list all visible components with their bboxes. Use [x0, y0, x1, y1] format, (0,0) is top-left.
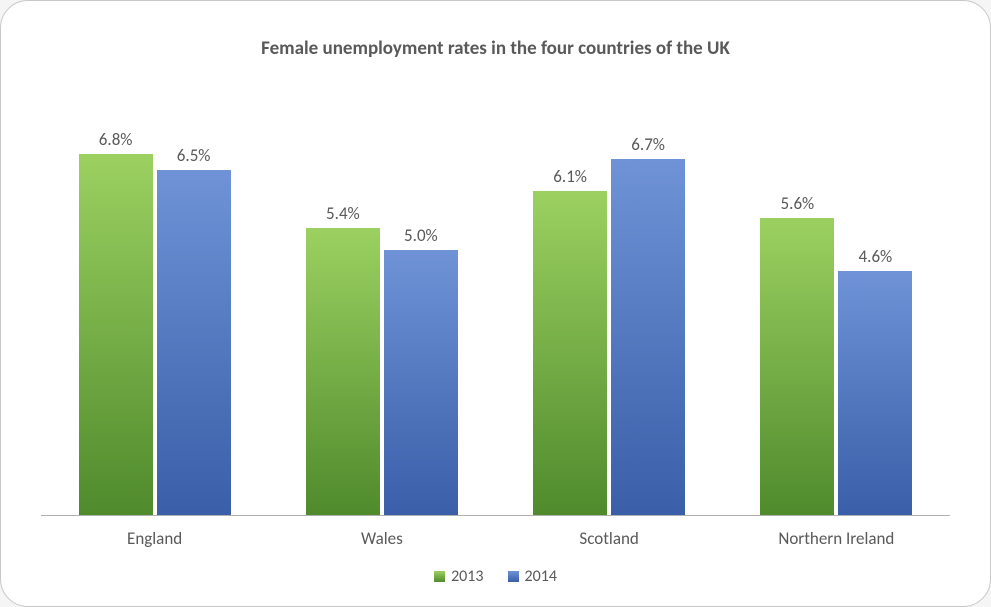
- bar-value-label: 5.6%: [781, 193, 815, 214]
- bar-group: 6.8% 6.5%: [79, 90, 231, 516]
- bar: [157, 170, 231, 516]
- bar-wrap: 6.5%: [157, 90, 231, 516]
- bar-group: 5.4% 5.0%: [306, 90, 458, 516]
- bar-wrap: 6.8%: [79, 90, 153, 516]
- x-axis-label: England: [41, 528, 268, 549]
- legend-item: 2013: [434, 567, 483, 586]
- bar-wrap: 4.6%: [838, 90, 912, 516]
- bar-value-label: 6.5%: [177, 145, 211, 166]
- bar: [838, 271, 912, 516]
- x-axis: EnglandWalesScotlandNorthern Ireland: [41, 528, 950, 549]
- legend: 2013 2014: [31, 567, 960, 586]
- legend-label: 2014: [525, 567, 557, 586]
- bar-group: 6.1% 6.7%: [533, 90, 685, 516]
- bar-wrap: 5.0%: [384, 90, 458, 516]
- bar-groups: 6.8% 6.5% 5.4% 5.0% 6.1% 6.7% 5.6% 4.6%: [41, 90, 950, 516]
- bar-value-label: 5.4%: [326, 203, 360, 224]
- x-axis-label: Northern Ireland: [723, 528, 950, 549]
- bar: [533, 191, 607, 516]
- chart-title: Female unemployment rates in the four co…: [31, 37, 960, 60]
- bar-value-label: 6.7%: [631, 134, 665, 155]
- bar-value-label: 6.1%: [553, 166, 587, 187]
- bar: [760, 218, 834, 516]
- bar-value-label: 6.8%: [99, 129, 133, 150]
- bar: [306, 228, 380, 516]
- legend-swatch: [508, 571, 519, 582]
- x-axis-baseline: [41, 515, 950, 516]
- bar: [79, 154, 153, 516]
- bar-group: 5.6% 4.6%: [760, 90, 912, 516]
- bar-wrap: 6.1%: [533, 90, 607, 516]
- bar-wrap: 6.7%: [611, 90, 685, 516]
- bar: [611, 159, 685, 516]
- bar: [384, 250, 458, 516]
- plot-area: 6.8% 6.5% 5.4% 5.0% 6.1% 6.7% 5.6% 4.6%: [41, 90, 950, 516]
- legend-swatch: [434, 571, 445, 582]
- chart-container: Female unemployment rates in the four co…: [0, 0, 991, 607]
- x-axis-label: Scotland: [496, 528, 723, 549]
- bar-wrap: 5.4%: [306, 90, 380, 516]
- bar-wrap: 5.6%: [760, 90, 834, 516]
- legend-label: 2013: [451, 567, 483, 586]
- x-axis-label: Wales: [268, 528, 495, 549]
- bar-value-label: 4.6%: [859, 246, 893, 267]
- legend-item: 2014: [508, 567, 557, 586]
- bar-value-label: 5.0%: [404, 225, 438, 246]
